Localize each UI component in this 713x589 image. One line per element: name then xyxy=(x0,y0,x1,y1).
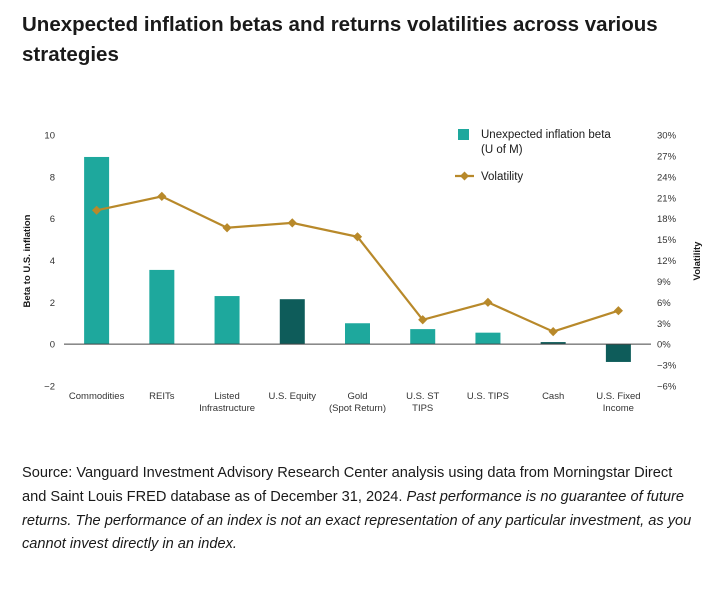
disclaimer-text: Past performance is no guarantee of futu… xyxy=(22,488,692,553)
bar-7 xyxy=(475,332,501,345)
bar-8 xyxy=(540,342,566,345)
volatility-line xyxy=(96,195,619,333)
y2-tick-label: 0% xyxy=(657,340,671,351)
y-tick-label: 10 xyxy=(44,131,55,142)
y-tick-label: 4 xyxy=(50,256,55,267)
y2-tick-label: 21% xyxy=(657,193,677,204)
category-label: Income xyxy=(603,403,634,414)
y-axis-title: Beta to U.S. inflation xyxy=(22,214,33,307)
category-label: Commodities xyxy=(69,391,125,402)
y-tick-label: 8 xyxy=(50,172,55,183)
y2-tick-label: 24% xyxy=(657,172,677,183)
category-label: U.S. Fixed xyxy=(596,391,640,402)
bar-5 xyxy=(345,323,370,345)
chart-title: Unexpected inflation betas and returns v… xyxy=(22,13,658,66)
volatility-point-1 xyxy=(92,205,102,215)
category-label: Cash xyxy=(542,391,564,402)
category-label: Listed xyxy=(214,391,239,402)
chart: 10 8 6 4 2 0 −2 30% 27% 24% 21% 18% 15% 12% 9% 6% 3% 0% −3… xyxy=(22,129,703,414)
y2-tick-label: 12% xyxy=(657,256,677,267)
legend-line-marker xyxy=(460,171,469,181)
legend-line-label: Volatility xyxy=(481,171,523,183)
y2-tick-label: 27% xyxy=(657,151,677,162)
bar-1 xyxy=(84,156,110,345)
bar-9 xyxy=(605,344,631,362)
volatility-point-3 xyxy=(222,223,232,233)
category-label: (Spot Return) xyxy=(329,403,386,414)
y2-tick-label: 30% xyxy=(657,131,677,142)
y2-tick-label: 18% xyxy=(657,214,677,225)
category-label: U.S. ST xyxy=(406,391,439,402)
category-label: U.S. Equity xyxy=(269,391,317,402)
volatility-point-5 xyxy=(352,232,363,242)
category-label: Gold xyxy=(347,391,367,402)
y2-tick-label: 15% xyxy=(657,235,677,246)
bar-3 xyxy=(214,296,240,345)
y-tick-label: −2 xyxy=(44,382,55,393)
volatility-point-4 xyxy=(287,218,297,228)
y-tick-label: 6 xyxy=(50,214,55,225)
bar-4 xyxy=(279,299,305,345)
category-label: Infrastructure xyxy=(199,403,255,414)
y2-tick-label: −6% xyxy=(657,382,677,393)
legend-bar-label: Unexpected inflation beta xyxy=(481,129,611,141)
category-label: REITs xyxy=(149,391,175,402)
y2-tick-label: 9% xyxy=(657,277,671,288)
volatility-point-8 xyxy=(548,327,558,337)
y2-axis-title: Volatility xyxy=(692,241,703,281)
volatility-point-2 xyxy=(157,191,167,201)
y2-tick-label: 3% xyxy=(657,319,671,330)
legend-bar-label: (U of M) xyxy=(481,144,523,156)
y2-tick-label: 6% xyxy=(657,298,671,309)
source-text: Source: Vanguard Investment Advisory Res… xyxy=(22,465,673,505)
category-label: TIPS xyxy=(412,403,433,414)
volatility-point-7 xyxy=(483,297,493,307)
legend-bar-swatch xyxy=(458,129,469,140)
bar-2 xyxy=(149,269,175,345)
y-tick-label: 2 xyxy=(50,298,55,309)
source-note: Source: Vanguard Investment Advisory Res… xyxy=(22,462,694,557)
y-tick-label: 0 xyxy=(50,340,55,351)
volatility-point-9 xyxy=(613,306,623,316)
y2-tick-label: −3% xyxy=(657,361,677,372)
bar-6 xyxy=(410,329,436,345)
category-label: U.S. TIPS xyxy=(467,391,509,402)
